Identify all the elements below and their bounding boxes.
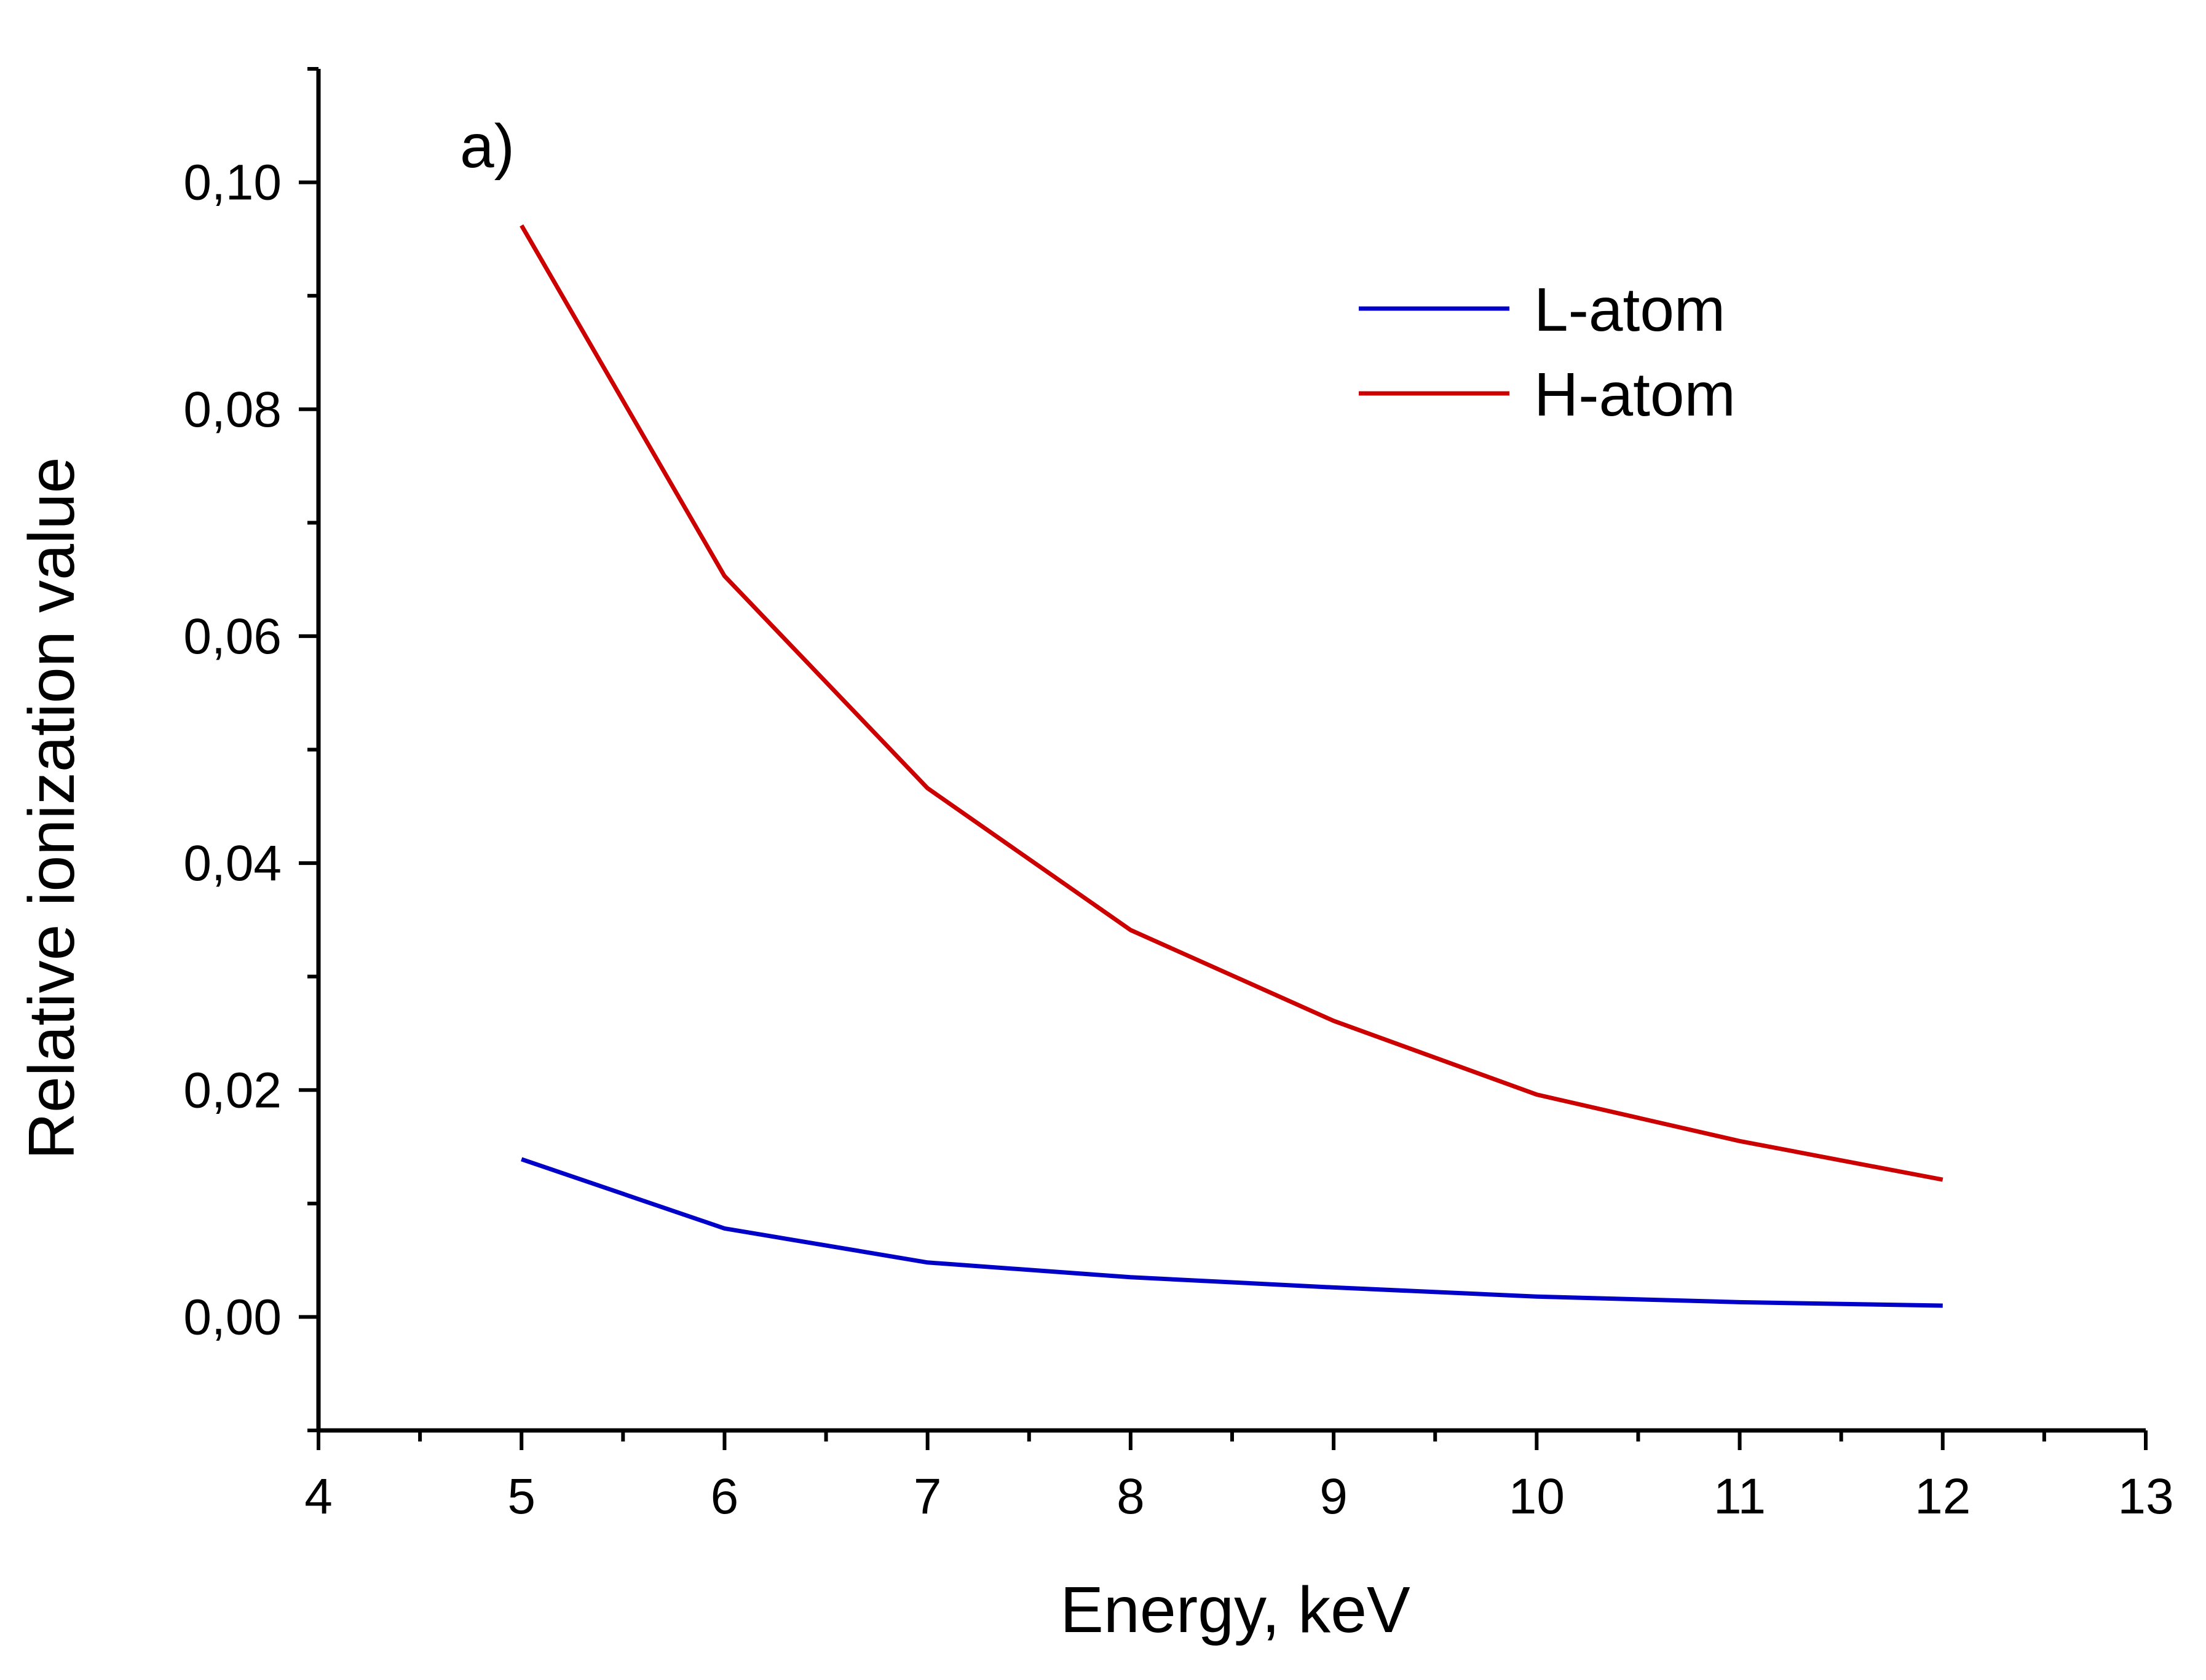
x-tick-label: 10 (1509, 1469, 1565, 1524)
x-tick-label: 7 (914, 1469, 942, 1524)
y-tick-label: 0,00 (183, 1289, 282, 1345)
series (520, 224, 1943, 1308)
x-tick-label: 4 (304, 1469, 333, 1524)
x-tick-label: 13 (2117, 1469, 2173, 1524)
y-tick-label: 0,08 (183, 382, 282, 438)
x-tick-label: 5 (507, 1469, 536, 1524)
x-tick-label: 11 (1714, 1469, 1766, 1524)
panel-label: a) (460, 112, 515, 181)
x-tick-label: 6 (711, 1469, 739, 1524)
axes (316, 69, 2146, 1433)
y-tick-label: 0,10 (183, 155, 282, 211)
series-line-h-atom (520, 224, 1943, 1182)
x-axis-title: Energy, keV (1060, 1574, 1410, 1646)
x-tick-label: 9 (1319, 1469, 1348, 1524)
x-tick-label: 8 (1117, 1469, 1145, 1524)
y-tick-label: 0,04 (183, 835, 282, 891)
ticks: 4 5 6 7 8 9 10 11 12 13 0,00 0,02 0,04 0,06 0,08 0,10 (183, 67, 2174, 1524)
legend-label: L-atom (1534, 275, 1725, 344)
y-axis-title: Relative ionization value (15, 457, 88, 1159)
legend: L-atom H-atom (1359, 275, 1736, 429)
x-tick-label: 12 (1915, 1469, 1971, 1524)
series-line-l-atom (521, 1157, 1943, 1308)
y-tick-label: 0,02 (183, 1062, 282, 1118)
y-tick-label: 0,06 (183, 609, 282, 665)
legend-label: H-atom (1534, 360, 1736, 429)
